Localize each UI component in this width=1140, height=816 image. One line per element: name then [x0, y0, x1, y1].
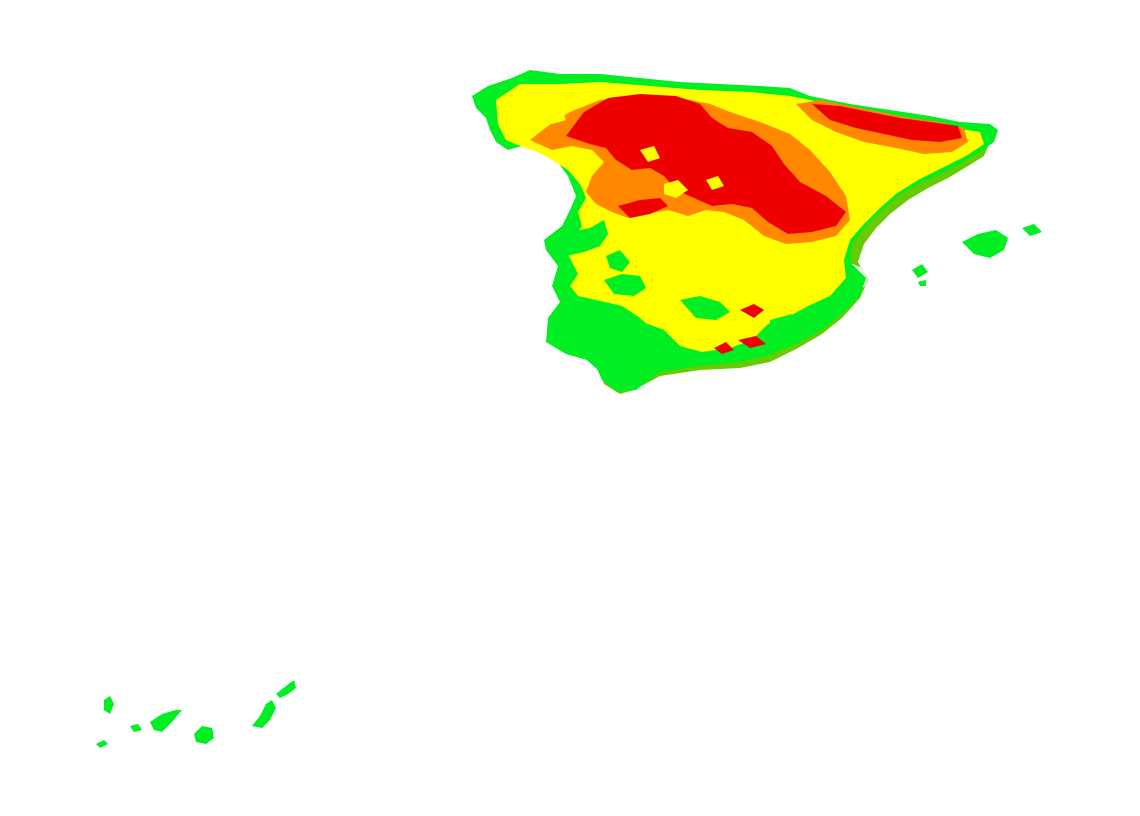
zone-red-central: [566, 94, 846, 234]
green-pocket-south: [548, 300, 656, 378]
green-pocket-se: [770, 314, 800, 334]
green-pocket-center: [606, 250, 630, 272]
yellow-hole-3: [706, 176, 724, 190]
zone-red-south-2: [714, 342, 734, 354]
yellow-hole-4: [548, 110, 566, 124]
menorca: [1022, 224, 1042, 236]
zone-red-south-1: [740, 304, 764, 318]
iberian-peninsula: [472, 70, 998, 394]
fuerteventura: [252, 700, 276, 728]
yellow-hole-2: [640, 146, 660, 162]
ibiza: [912, 264, 928, 278]
gran-canaria: [194, 726, 214, 744]
zone-red-south-3: [738, 336, 766, 348]
green-pocket-southwest: [604, 274, 646, 296]
la-palma: [104, 696, 114, 714]
canary-islands: [96, 680, 296, 748]
tenerife: [150, 710, 182, 732]
formentera: [918, 280, 926, 286]
zone-red-northeast: [812, 104, 962, 142]
balearic-islands: [912, 224, 1042, 286]
yellow-hole-1: [664, 180, 688, 198]
la-gomera: [130, 724, 142, 732]
green-pocket-west: [550, 220, 608, 256]
mallorca: [962, 230, 1008, 258]
coastal-olive-zone: [600, 142, 990, 394]
lanzarote: [276, 680, 296, 698]
zone-red-west-strip: [618, 198, 668, 218]
el-hierro: [96, 740, 108, 748]
green-pocket-east-south: [680, 296, 730, 320]
